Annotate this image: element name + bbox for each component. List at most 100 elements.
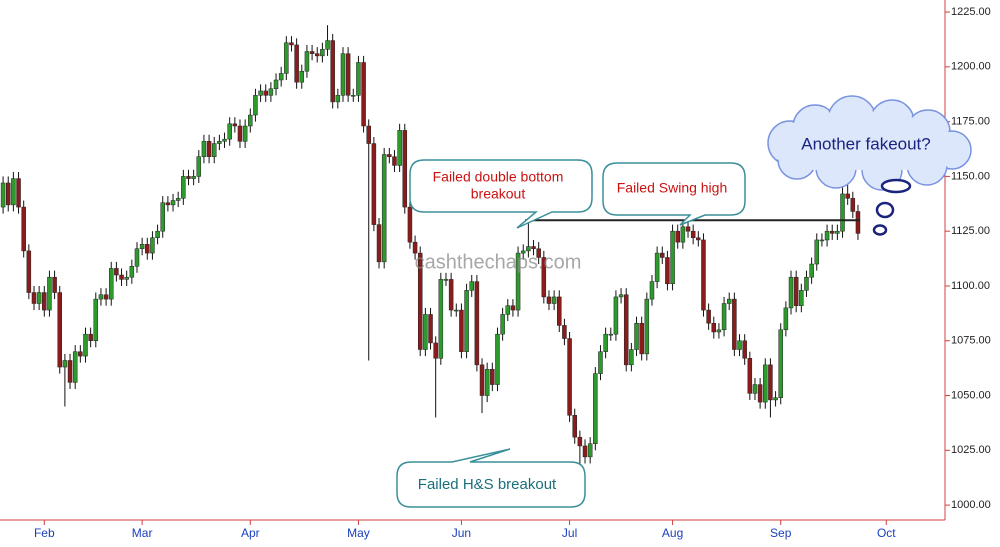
candle-body [258,90,263,96]
candle-body [495,333,500,385]
candle-body [165,202,171,206]
candle-body [356,62,361,96]
x-tick-label: Jul [562,526,577,540]
candle-body [309,51,315,54]
candle-body [438,279,444,359]
candle-body [227,123,232,140]
candle-body [562,325,567,339]
candle-body [469,281,474,291]
candle-body [577,436,583,447]
candle-body [557,296,562,326]
candle-body [423,314,428,350]
candle-body [526,246,531,252]
candle-body [804,276,809,291]
candle-body [103,294,109,300]
candle-body [474,281,480,366]
candle-body [665,257,670,285]
candle-body [675,230,680,243]
candle-body [623,294,629,366]
candle-body [335,95,341,103]
candle-body [98,294,104,300]
callout-box [602,162,746,226]
candle-body [145,244,150,254]
candle-body [62,360,68,368]
y-tick-label: 1175.00 [951,116,990,128]
callout-box [396,448,586,508]
candle-body [778,329,783,398]
candle-body [108,268,114,300]
candle-body [381,154,387,263]
candle-body [639,322,644,355]
candle-body [93,298,99,342]
candle-body [278,73,284,81]
candle-body [598,351,603,374]
candle-body [366,125,371,144]
candle-body [505,305,511,315]
candle-body [376,224,382,263]
candle-body [222,138,227,142]
candle-body [31,292,37,304]
candle-body [515,252,521,311]
candle-body [649,281,655,300]
candle-body [613,296,619,335]
candle-body [52,276,57,293]
candle-body [284,42,289,74]
candle-body [793,276,799,306]
candle-body [67,360,73,383]
candle-body [191,176,196,179]
candle-body [629,349,634,366]
candle-body [799,290,804,306]
candle-body [850,198,856,212]
candle-body [479,364,485,396]
candle-body [572,415,577,438]
candle-body [582,445,588,458]
candle-body [726,298,732,304]
candle-body [397,130,402,166]
candle-body [175,198,181,201]
cloud-text: Another fakeout? [801,134,930,153]
candle-body [644,298,650,355]
x-tick-label: Sep [770,526,792,540]
callout-text: breakout [471,186,526,202]
candle-body [773,397,778,401]
candle-body [690,230,696,239]
candle-body [701,239,706,311]
candle-body [737,340,742,350]
x-tick-label: Mar [132,526,153,540]
watermark: cashthechaps.com [415,251,582,273]
x-tick-label: Apr [241,526,260,540]
candle-body [809,263,814,278]
candle-body [242,125,248,142]
y-tick-label: 1025.00 [951,444,991,456]
candle-body [273,79,279,89]
candle-body [211,143,217,157]
annotations: Failed double bottom breakout Failed Swi… [396,95,972,508]
candle-body [402,130,408,208]
candle-body [0,182,6,208]
candle-body [443,279,449,281]
candle-body [835,230,840,234]
y-tick-label: 1075.00 [951,335,991,347]
candle-body [685,226,691,232]
candle-body [114,268,119,276]
candle-body [814,239,820,265]
candle-body [567,338,572,416]
y-tick-label: 1150.00 [951,170,990,182]
candle-body [747,358,753,394]
candle-body [407,206,413,243]
candle-body [170,200,176,206]
candle-body [263,90,268,96]
candle-body [268,88,274,96]
candle-body [541,257,547,298]
x-tick-label: Feb [34,526,55,540]
candle-body [47,276,52,311]
candle-body [536,248,541,258]
candle-body [654,252,660,282]
candle-body [608,333,614,336]
candle-body [855,211,861,234]
y-tick-label: 1050.00 [951,389,991,401]
candle-body [83,333,88,357]
candle-body [510,305,516,311]
